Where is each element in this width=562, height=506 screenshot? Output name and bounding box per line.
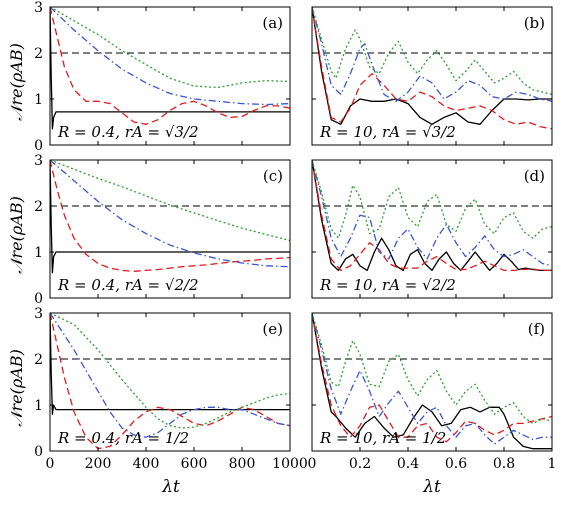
panel-annotation: R = 10, rA = √2/2 — [319, 276, 456, 294]
series-line-red — [312, 160, 552, 272]
y-axis-label-row-1: 𝒩re(ρAB) — [7, 43, 26, 121]
x-tick-label: 0 — [46, 456, 55, 472]
y-axis-label-row-3: 𝒩re(ρAB) — [7, 349, 26, 427]
series-group — [50, 7, 290, 130]
x-tick-label: 0.6 — [445, 456, 467, 472]
panel-2: (b) R = 10, rA = √3/2 — [311, 6, 553, 146]
series-line-green — [50, 160, 290, 242]
y-tick-label: 2 — [34, 199, 43, 215]
panel-annotation: R = 0.4, rA = √3/2 — [57, 123, 199, 141]
x-axis-label-right: λt — [422, 477, 441, 497]
series-line-red — [312, 313, 552, 443]
series-group — [312, 313, 552, 450]
series-line-green — [50, 7, 290, 89]
panel-frame — [49, 159, 291, 299]
panel-5: 0 200 400 600 800 1000 0 1 2 3 (e) R = 0.4, rA = 1/… — [34, 306, 308, 472]
y-axis-label-row-2: 𝒩re(ρAB) — [7, 196, 26, 274]
x-tick-label: 1000 — [272, 456, 308, 472]
x-tick-label: 600 — [181, 456, 208, 472]
panel-label: (c) — [263, 167, 283, 185]
panel-frame — [311, 159, 553, 299]
y-tick-label: 2 — [34, 46, 43, 62]
panel-label: (b) — [524, 14, 545, 32]
y-tick-label: 0 — [34, 444, 43, 460]
panel-annotation: R = 0.4, rA = √2/2 — [57, 276, 199, 294]
y-tick-label: 0 — [34, 138, 43, 154]
series-line-green — [312, 7, 552, 96]
panel-6: 0 0.2 0.4 0.6 0.8 1 (f) R = 10, rA = 1/2 — [308, 312, 557, 472]
panel-frame — [49, 312, 291, 452]
series-line-black — [312, 160, 552, 272]
panel-4: (d) R = 10, rA = √2/2 — [311, 159, 553, 299]
panel-3: 0 1 2 3 (c) R = 0.4, rA = √2/2 — [34, 153, 291, 307]
x-tick-label: 800 — [229, 456, 256, 472]
series-line-blue — [312, 313, 552, 445]
series-line-black — [312, 7, 552, 125]
series-group — [50, 313, 290, 450]
series-line-blue — [50, 7, 290, 106]
y-tick-label: 3 — [34, 153, 43, 169]
series-group — [312, 7, 552, 130]
series-line-blue — [50, 160, 290, 268]
x-axis-label-left: λt — [161, 477, 180, 497]
series-line-green — [312, 160, 552, 239]
series-line-blue — [50, 313, 290, 438]
x-tick-label: 0.2 — [349, 456, 371, 472]
series-line-blue — [312, 7, 552, 102]
x-tick-label: 0.4 — [397, 456, 419, 472]
series-line-black — [50, 313, 290, 415]
series-group — [50, 160, 290, 274]
panel-annotation: R = 0.4, rA = 1/2 — [57, 429, 189, 447]
panel-label: (a) — [262, 14, 283, 32]
panel-frame — [311, 6, 553, 146]
series-line-red — [50, 160, 290, 272]
series-line-red — [50, 313, 290, 450]
panel-frame — [49, 6, 291, 146]
panel-annotation: R = 10, rA = 1/2 — [319, 429, 446, 447]
y-tick-label: 1 — [34, 92, 43, 108]
x-tick-label: 400 — [133, 456, 160, 472]
y-tick-label: 0 — [34, 291, 43, 307]
series-line-black — [50, 160, 290, 274]
x-tick-label: 1 — [548, 456, 557, 472]
series-line-red — [50, 7, 290, 125]
y-tick-label: 1 — [34, 398, 43, 414]
y-tick-label: 1 — [34, 245, 43, 261]
panel-label: (e) — [262, 320, 283, 338]
series-line-red — [312, 7, 552, 130]
x-tick-label: 0.8 — [493, 456, 515, 472]
panel-label: (d) — [524, 167, 545, 185]
panel-annotation: R = 10, rA = √3/2 — [319, 123, 456, 141]
series-group — [312, 160, 552, 272]
panel-1: 0 1 2 3 (a) R = 0.4, rA = √3/2 — [34, 0, 291, 154]
series-line-green — [50, 313, 290, 429]
series-line-black — [50, 7, 290, 130]
panel-frame — [311, 312, 553, 452]
y-tick-label: 3 — [34, 306, 43, 322]
series-line-blue — [312, 160, 552, 267]
x-tick-label: 200 — [85, 456, 112, 472]
panels-group: 0 1 2 3 (a) R = 0.4, rA = √3/2 (b) R = 10, rA =… — [34, 0, 556, 472]
y-tick-label: 2 — [34, 352, 43, 368]
series-line-green — [312, 313, 552, 425]
y-tick-label: 3 — [34, 0, 43, 16]
x-tick-label: 0 — [308, 456, 317, 472]
series-line-black — [312, 313, 552, 450]
panel-label: (f) — [528, 320, 545, 338]
